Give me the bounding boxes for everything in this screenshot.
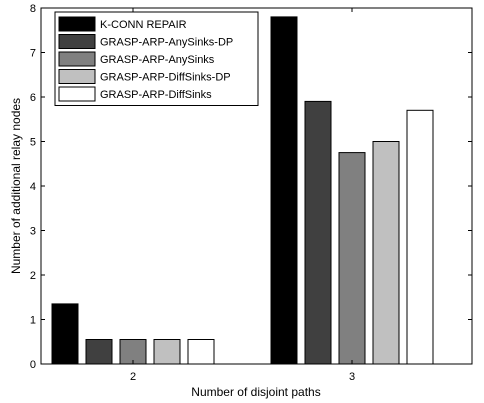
y-tick-label: 4 — [30, 181, 36, 193]
bar — [406, 109, 434, 365]
legend-swatch — [58, 86, 96, 102]
legend-swatch — [58, 69, 96, 84]
bar — [372, 141, 400, 365]
legend-swatch — [58, 51, 96, 67]
y-tick-label: 1 — [30, 315, 36, 327]
bar — [187, 339, 215, 365]
y-tick-label: 6 — [30, 92, 36, 104]
y-axis-label: Number of additional relay nodes — [9, 98, 23, 274]
y-axis: 0 1 2 3 4 5 6 7 8 — [30, 3, 472, 371]
y-tick-label: 5 — [30, 137, 36, 149]
y-tick-label: 7 — [30, 48, 36, 60]
legend-label: GRASP-ARP-DiffSinks — [100, 89, 212, 101]
bar — [304, 100, 332, 365]
y-tick-label: 2 — [30, 270, 36, 282]
bar — [85, 339, 113, 365]
x-tick-label: 2 — [130, 371, 136, 383]
legend-swatch — [58, 16, 96, 32]
legend-label: GRASP-ARP-AnySinks-DP — [100, 37, 233, 49]
legend-label: K-CONN REPAIR — [100, 19, 187, 31]
bar — [153, 339, 181, 365]
bar — [338, 152, 366, 365]
bar — [270, 16, 298, 365]
legend-label: GRASP-ARP-AnySinks — [100, 54, 215, 66]
legend: K-CONN REPAIR GRASP-ARP-AnySinks-DP GRASP-… — [54, 11, 259, 106]
x-tick-label: 3 — [349, 371, 355, 383]
legend-label: GRASP-ARP-DiffSinks-DP — [100, 72, 231, 84]
y-tick-label: 3 — [30, 226, 36, 238]
bar — [119, 339, 147, 365]
x-axis-label: Number of disjoint paths — [191, 385, 320, 399]
legend-swatch — [58, 34, 96, 49]
bar — [51, 303, 79, 365]
y-tick-label: 0 — [30, 359, 36, 371]
y-tick-label: 8 — [30, 3, 36, 15]
